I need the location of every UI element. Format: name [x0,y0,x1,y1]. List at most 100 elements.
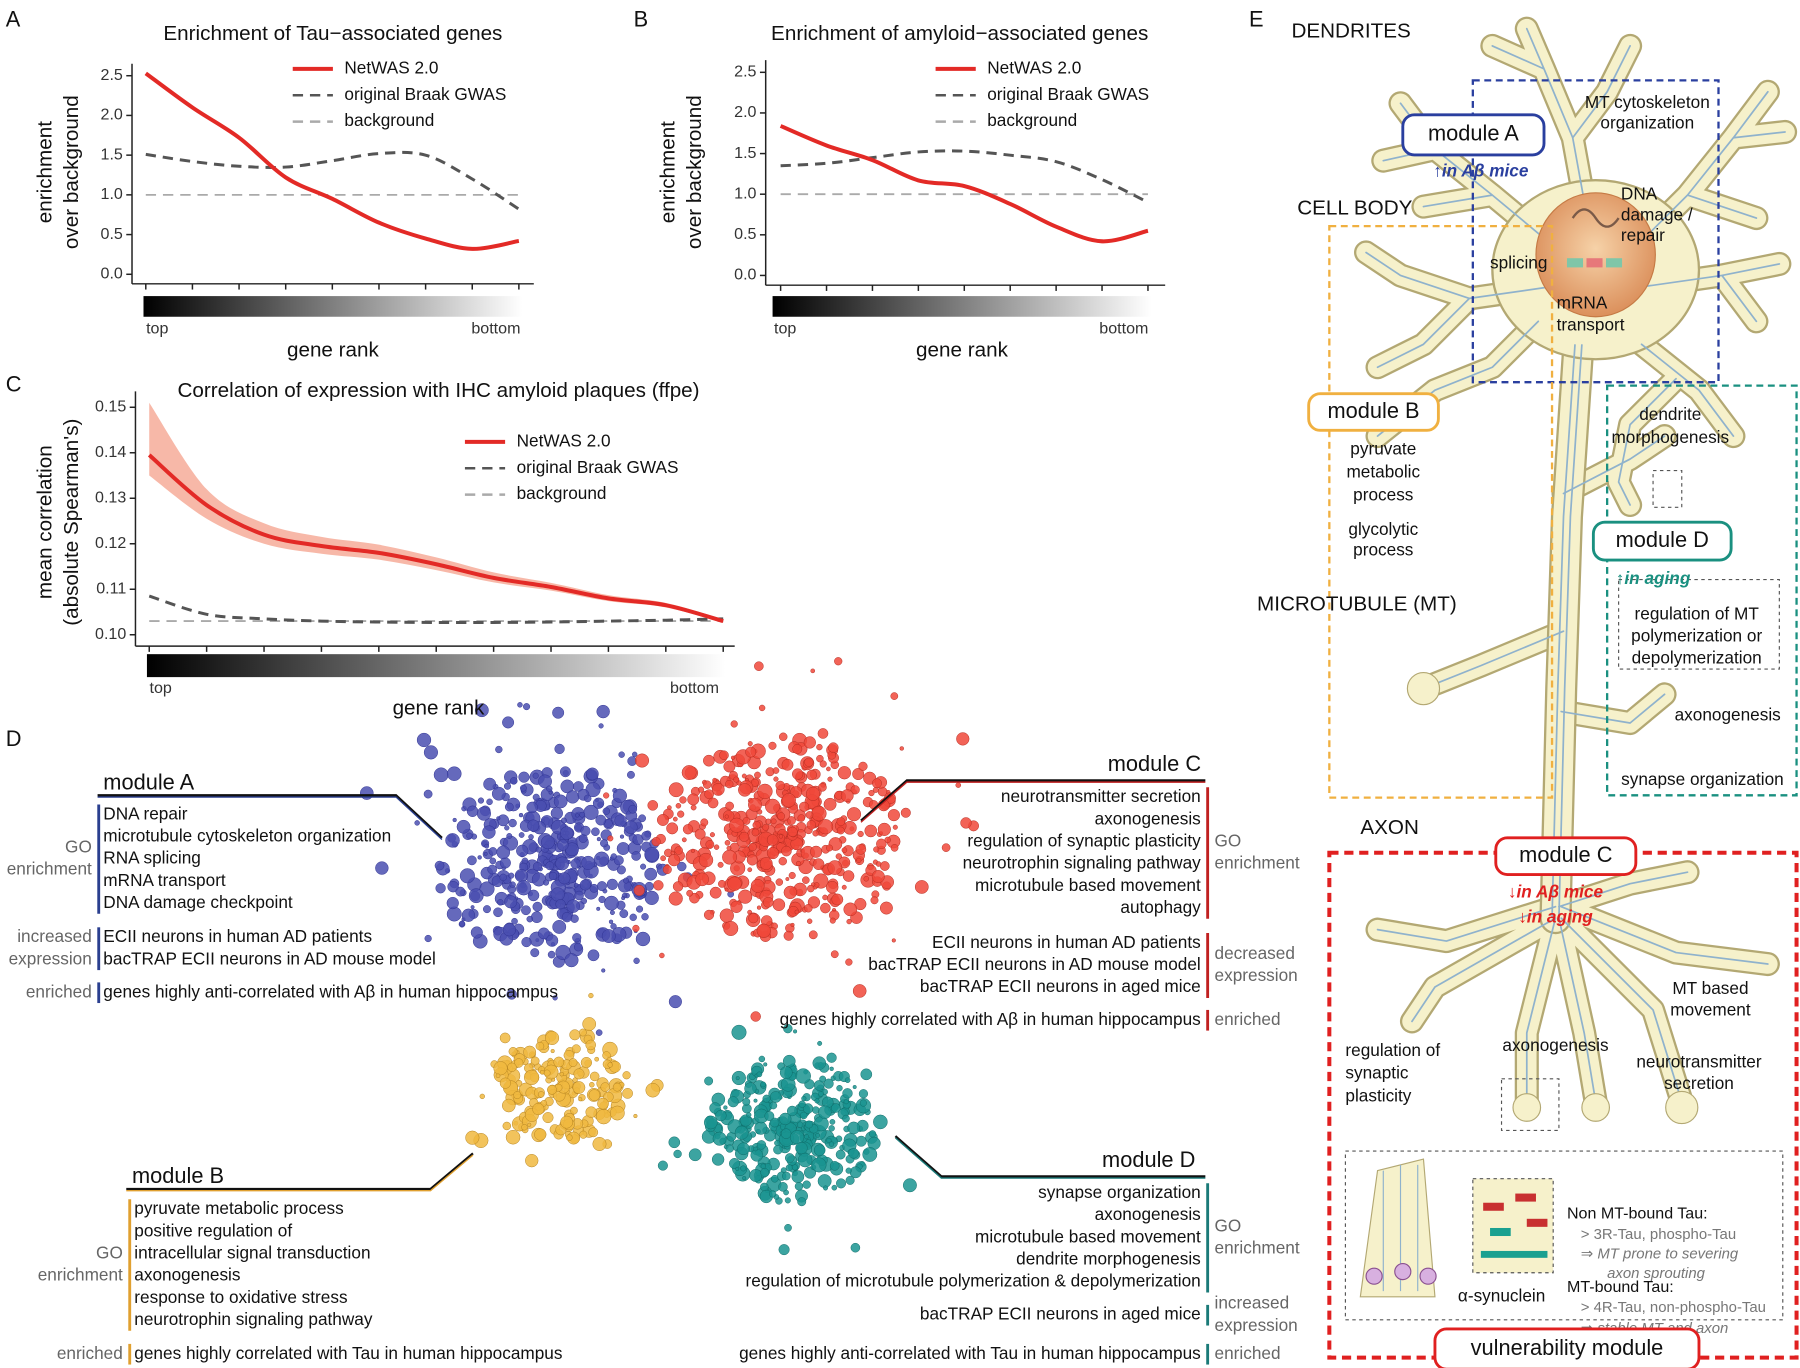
network-node [496,845,511,860]
network-node [810,845,823,858]
network-node [554,743,565,755]
network-node [632,924,640,932]
network-node [902,1178,917,1193]
network-node [779,732,788,741]
network-node [850,785,860,795]
network-node [516,844,529,857]
network-node [836,1085,843,1092]
network-node [828,1125,835,1132]
network-node [778,857,787,866]
network-node [493,1061,508,1076]
network-node [782,1171,791,1181]
network-node [574,890,584,901]
network-node [636,905,644,913]
legend-label: original Braak GWAS [517,457,679,477]
group-label: increased [17,926,92,946]
network-node [760,1182,769,1192]
network-node [459,920,466,927]
network-node [651,837,661,847]
network-node [725,801,734,811]
network-node [632,751,638,758]
module-term: regulation of synaptic plasticity [967,830,1201,850]
network-node [744,1082,757,1095]
network-node [727,1096,739,1108]
network-node [864,824,878,838]
network-node [772,767,780,774]
module-leader [894,1135,1206,1178]
network-node [813,1080,825,1091]
network-node [594,851,610,867]
network-node [502,1121,511,1131]
rank-gradient [772,296,1152,317]
network-node [545,861,555,871]
network-node [503,782,512,790]
network-node [452,817,457,823]
network-node [804,904,813,913]
legend-label: background [517,483,607,503]
network-node [537,1091,545,1098]
network-node [633,884,645,896]
network-node [624,820,638,834]
network-node [724,814,729,819]
network-node [483,905,491,914]
confidence-band [149,402,724,623]
network-node [521,1124,528,1131]
neuron-label: MT cytoskeleton [1585,92,1710,112]
network-node [811,1157,827,1173]
network-node [858,1089,869,1099]
network-node [748,797,762,812]
network-node [960,817,972,829]
network-node [578,1097,583,1102]
network-node [550,807,563,820]
network-node [785,877,790,881]
network-node [830,950,839,959]
network-node [784,1153,795,1163]
rank-gradient [143,296,523,317]
network-node [660,855,666,862]
network-node [805,786,821,801]
module-term: neurotrophin signaling pathway [134,1309,373,1329]
network-node [607,835,614,842]
x-tick-label: bottom [471,320,520,338]
network-node [488,847,498,856]
network-node [826,1052,837,1063]
network-node [829,917,836,924]
network-node [572,933,582,943]
network-node [825,880,839,894]
network-node [474,703,489,718]
network-node [723,921,739,936]
network-node [570,858,581,869]
network-node [729,1158,741,1170]
network-node [802,876,810,884]
network-node [807,884,815,893]
module-d-region [1605,384,1798,797]
network-node [698,852,714,868]
network-node [530,911,543,924]
network-node [875,861,882,867]
network-node [801,1095,807,1102]
module-box [1591,520,1733,562]
network-node [446,766,462,781]
network-node [805,1120,813,1129]
network-node [668,782,684,798]
network-node [598,895,606,904]
x-axis-title: gene rank [287,339,380,362]
network-node [790,922,795,927]
network-node [633,957,640,965]
network-node [795,860,802,867]
y-tick-label: 2.0 [734,103,756,121]
network-node [817,819,834,835]
group-label: enrichment [1215,1237,1300,1257]
network-node [513,1058,524,1068]
network-node [873,1114,888,1130]
y-tick-label: 2.5 [101,66,123,84]
network-node [674,846,683,855]
module-term: axonogenesis [134,1265,240,1285]
network-node [745,746,757,758]
network-node [890,692,899,700]
neuron-label: organization [1600,112,1694,132]
network-node [622,1071,631,1080]
network-node [804,757,814,767]
network-node [602,807,611,815]
y-axis-title: enrichment [33,121,56,223]
